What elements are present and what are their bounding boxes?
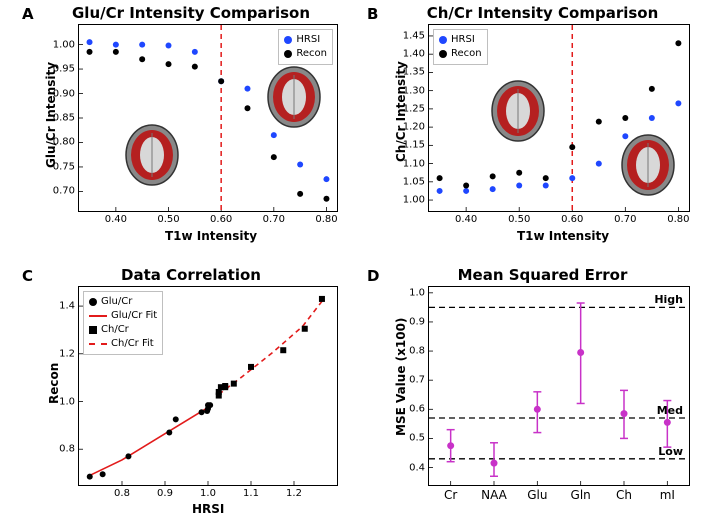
ytick: 1.45 xyxy=(395,30,425,41)
panel-d-title: Mean Squared Error xyxy=(395,266,690,284)
brain-inset-a2 xyxy=(265,65,323,129)
recon-swatch xyxy=(439,50,447,58)
panel-letter-c: C xyxy=(22,267,33,285)
xtick: 0.50 xyxy=(157,214,179,225)
panel-d: 0.40.50.60.70.80.91.0CrNAAGluGlnChmILowM… xyxy=(428,286,690,486)
xtick: mI xyxy=(660,488,675,502)
xtick: 0.70 xyxy=(614,214,636,225)
panel-a-legend: HRSI Recon xyxy=(278,29,333,65)
recon-swatch xyxy=(284,50,292,58)
panel-a-title: Glu/Cr Intensity Comparison xyxy=(46,4,336,22)
panel-d-ylabel: MSE Value (x100) xyxy=(394,318,408,436)
panel-c: Glu/Cr Glu/Cr Fit Ch/Cr Ch/Cr Fit 0.80.9… xyxy=(78,286,338,486)
panel-b: HRSI Recon 0.400.500.600.700.801.001.051… xyxy=(428,24,690,212)
panel-b-xlabel: T1w Intensity xyxy=(517,229,609,243)
xtick: 0.60 xyxy=(561,214,583,225)
xtick: Cr xyxy=(444,488,457,502)
panel-b-ylabel: Ch/Cr Intensity xyxy=(394,61,408,162)
hrsi-swatch xyxy=(439,36,447,44)
xtick: 0.8 xyxy=(114,488,130,499)
glu-swatch xyxy=(89,298,97,306)
panel-c-legend: Glu/Cr Glu/Cr Fit Ch/Cr Ch/Cr Fit xyxy=(83,291,163,355)
panel-b-legend: HRSI Recon xyxy=(433,29,488,65)
glu-fit-line xyxy=(89,315,107,317)
xtick: Ch xyxy=(616,488,632,502)
ytick: 0.8 xyxy=(49,444,75,455)
ytick: 1.0 xyxy=(399,287,425,298)
figure: A Glu/Cr Intensity Comparison HRSI Recon… xyxy=(0,0,708,524)
legend-glu: Glu/Cr xyxy=(101,295,132,309)
hline-label: Med xyxy=(657,404,683,417)
panel-c-title: Data Correlation xyxy=(46,266,336,284)
ytick: 0.4 xyxy=(399,462,425,473)
panel-letter-d: D xyxy=(367,267,379,285)
ch-fit-line xyxy=(89,343,107,345)
xtick: 0.80 xyxy=(315,214,337,225)
panel-c-xlabel: HRSI xyxy=(192,502,224,516)
xtick: Glu xyxy=(527,488,547,502)
xtick: 0.9 xyxy=(157,488,173,499)
hrsi-swatch xyxy=(284,36,292,44)
panel-a: HRSI Recon 0.400.500.600.700.800.700.750… xyxy=(78,24,338,212)
xtick: Gln xyxy=(571,488,591,502)
legend-recon: Recon xyxy=(296,47,327,61)
legend-ch-fit: Ch/Cr Fit xyxy=(111,337,154,351)
ytick: 1.00 xyxy=(395,195,425,206)
legend-recon-b: Recon xyxy=(451,47,482,61)
ytick: 1.05 xyxy=(395,176,425,187)
hline-label: Low xyxy=(658,445,683,458)
legend-hrsi: HRSI xyxy=(296,33,320,47)
xtick: NAA xyxy=(481,488,507,502)
ytick: 1.4 xyxy=(49,301,75,312)
ytick: 1.00 xyxy=(45,39,75,50)
panel-letter-b: B xyxy=(367,5,378,23)
ytick: 1.2 xyxy=(49,348,75,359)
brain-inset-b2 xyxy=(619,133,677,197)
xtick: 1.1 xyxy=(243,488,259,499)
xtick: 1.2 xyxy=(286,488,302,499)
brain-inset-a1 xyxy=(123,123,181,187)
hline-label: High xyxy=(654,293,683,306)
legend-ch: Ch/Cr xyxy=(101,323,129,337)
xtick: 0.40 xyxy=(105,214,127,225)
ch-swatch xyxy=(89,326,97,334)
ytick: 0.70 xyxy=(45,186,75,197)
legend-glu-fit: Glu/Cr Fit xyxy=(111,309,157,323)
ytick: 1.40 xyxy=(395,49,425,60)
panel-c-ylabel: Recon xyxy=(47,363,61,404)
xtick: 0.60 xyxy=(210,214,232,225)
panel-a-ylabel: Glu/Cr Intensity xyxy=(44,62,58,168)
xtick: 0.70 xyxy=(263,214,285,225)
brain-inset-b1 xyxy=(489,79,547,143)
panel-b-title: Ch/Cr Intensity Comparison xyxy=(395,4,690,22)
xtick: 0.40 xyxy=(455,214,477,225)
xtick: 1.0 xyxy=(200,488,216,499)
panel-letter-a: A xyxy=(22,5,34,23)
xtick: 0.80 xyxy=(667,214,689,225)
panel-d-svg xyxy=(429,287,689,485)
panel-a-xlabel: T1w Intensity xyxy=(165,229,257,243)
xtick: 0.50 xyxy=(508,214,530,225)
legend-hrsi-b: HRSI xyxy=(451,33,475,47)
